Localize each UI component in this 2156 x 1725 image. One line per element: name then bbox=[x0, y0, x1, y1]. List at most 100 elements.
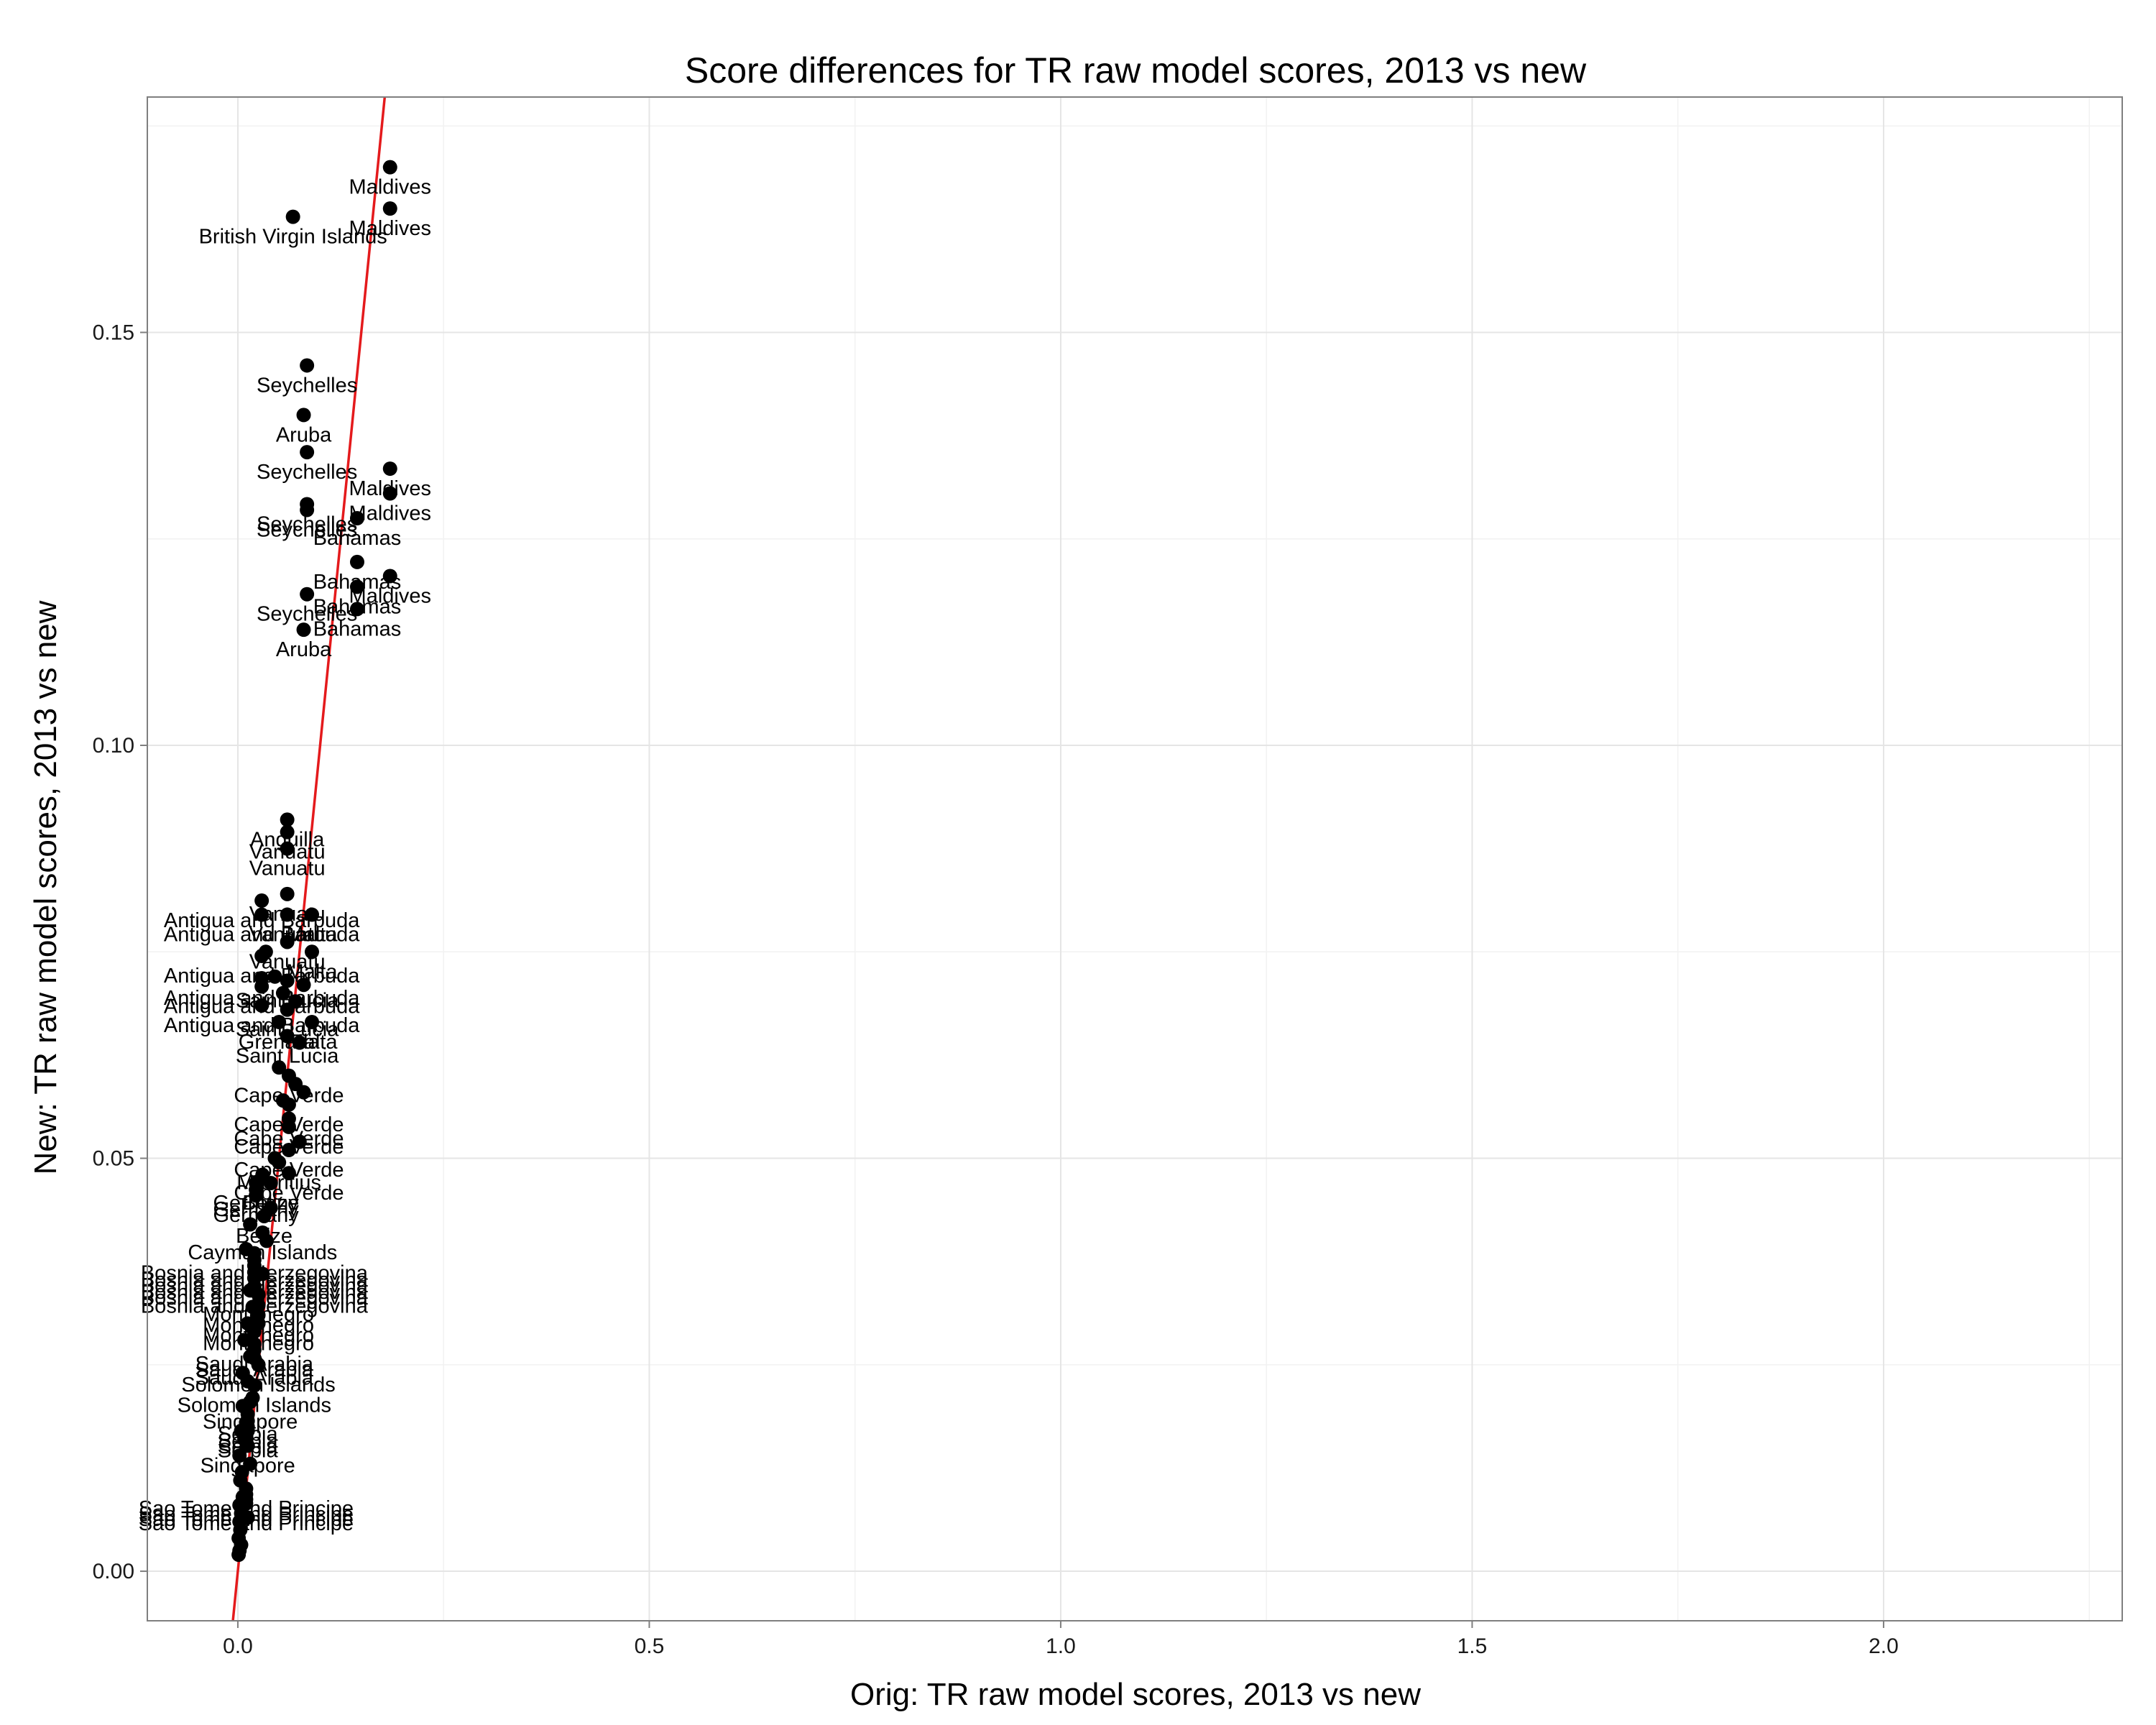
point-label: Antigua and Barbuda bbox=[164, 1014, 360, 1037]
data-point bbox=[247, 1324, 262, 1339]
data-point bbox=[382, 569, 397, 584]
point-label: Bosnia and Herzegovina bbox=[141, 1269, 369, 1292]
data-point bbox=[267, 1151, 282, 1166]
data-point bbox=[255, 1266, 270, 1282]
panel-background bbox=[147, 97, 2122, 1621]
x-axis-title: Orig: TR raw model scores, 2013 vs new bbox=[850, 1677, 1421, 1712]
x-tick-label: 0.5 bbox=[635, 1634, 665, 1658]
data-point bbox=[231, 1547, 247, 1563]
point-label: Maldives bbox=[349, 217, 431, 240]
point-label: Bahamas bbox=[313, 571, 402, 594]
data-point bbox=[288, 994, 303, 1009]
data-point bbox=[305, 944, 319, 960]
data-point bbox=[305, 907, 319, 922]
data-point bbox=[292, 1134, 307, 1149]
data-point bbox=[254, 893, 270, 908]
point-label: Vanuatu bbox=[249, 903, 326, 926]
data-point bbox=[267, 969, 282, 984]
point-label: Seychelles bbox=[257, 519, 357, 542]
data-point bbox=[382, 160, 397, 175]
data-point bbox=[280, 934, 295, 949]
point-label: Vanuatu bbox=[249, 924, 326, 947]
data-point bbox=[280, 907, 295, 922]
point-label: Saudi Arabia bbox=[195, 1358, 314, 1381]
point-label: Sao Tome and Principe bbox=[139, 1512, 354, 1535]
point-label: Montenegro bbox=[203, 1332, 314, 1355]
data-point bbox=[259, 1233, 275, 1248]
data-point bbox=[349, 602, 364, 617]
major-gridlines bbox=[147, 97, 2122, 1621]
data-point bbox=[243, 1349, 258, 1364]
data-point bbox=[249, 1188, 264, 1203]
point-label: Mauritius bbox=[236, 1171, 321, 1194]
point-label: Germany bbox=[213, 1198, 300, 1221]
point-label: Grenada bbox=[239, 1031, 321, 1054]
x-tick-label: 1.0 bbox=[1046, 1634, 1076, 1658]
point-label: Bahamas bbox=[313, 617, 402, 640]
data-point bbox=[254, 907, 270, 922]
point-label: Bosnia and Herzegovina bbox=[141, 1287, 369, 1310]
point-label: Cape Verde bbox=[234, 1085, 344, 1108]
point-label: Bahamas bbox=[313, 595, 402, 618]
point-label: Malta bbox=[287, 1031, 338, 1054]
data-point bbox=[280, 973, 295, 988]
point-label: Maldives bbox=[349, 584, 431, 607]
data-point bbox=[240, 1510, 255, 1525]
point-label: Sao Tome and Principe bbox=[139, 1503, 354, 1526]
point-label: Cape Verde bbox=[234, 1113, 344, 1136]
data-point bbox=[296, 622, 311, 638]
point-label: Saudi Arabia bbox=[195, 1367, 314, 1390]
y-tick-label: 0.15 bbox=[93, 321, 134, 344]
data-point bbox=[245, 1390, 260, 1405]
point-label: Maldives bbox=[349, 176, 431, 199]
data-point bbox=[280, 824, 295, 840]
point-label: Malta bbox=[287, 924, 338, 947]
point-label: Vanuatu bbox=[249, 841, 326, 864]
point-label: Cape Verde bbox=[234, 1159, 344, 1182]
point-label: Montenegro bbox=[203, 1324, 314, 1347]
data-point bbox=[281, 1166, 296, 1181]
point-label: Anguilla bbox=[250, 828, 325, 851]
point-label: Solomon Islands bbox=[181, 1374, 335, 1397]
point-label: Antigua and Barbuda bbox=[164, 965, 360, 988]
data-point bbox=[296, 978, 311, 993]
y-axis-title: New: TR raw model scores, 2013 vs new bbox=[28, 600, 63, 1174]
point-label: Bosnia and Herzegovina bbox=[141, 1295, 369, 1318]
data-point bbox=[281, 1119, 296, 1134]
x-tick-label: 0.0 bbox=[223, 1634, 253, 1658]
data-point bbox=[280, 886, 295, 901]
point-label: Belize bbox=[236, 1225, 292, 1248]
data-points bbox=[231, 160, 397, 1563]
data-point bbox=[280, 812, 295, 827]
point-label: Seychelles bbox=[257, 603, 357, 626]
point-label: Seychelles bbox=[257, 461, 357, 484]
point-label: Serbia bbox=[218, 1423, 279, 1446]
point-label: Saudi Arabia bbox=[195, 1353, 314, 1376]
data-point bbox=[254, 998, 270, 1013]
y-tick-label: 0.05 bbox=[93, 1147, 134, 1171]
chart-title: Score differences for TR raw model score… bbox=[685, 50, 1587, 91]
point-label: Antigua and Barbuda bbox=[164, 987, 360, 1010]
data-point bbox=[300, 502, 315, 518]
point-label: Montenegro bbox=[203, 1314, 314, 1337]
data-point bbox=[349, 579, 364, 594]
point-label: Maldives bbox=[349, 477, 431, 500]
point-label: Bosnia and Herzegovina bbox=[141, 1274, 369, 1297]
point-label: Cape Verde bbox=[234, 1136, 344, 1159]
point-label: Vanuatu bbox=[249, 857, 326, 880]
point-label: Saint Lucia bbox=[236, 1018, 339, 1041]
data-point bbox=[296, 408, 311, 423]
data-point bbox=[300, 586, 315, 602]
data-point bbox=[280, 841, 295, 856]
data-point bbox=[240, 1374, 255, 1389]
data-point bbox=[275, 985, 290, 1000]
x-tick-label: 2.0 bbox=[1869, 1634, 1899, 1658]
y-axis-ticks: 0.00 0.05 0.10 0.15 bbox=[93, 321, 147, 1583]
point-label: Antigua and Barbuda bbox=[164, 909, 360, 932]
point-label: Bosnia and Herzegovina bbox=[141, 1281, 369, 1304]
point-label: Montenegro bbox=[203, 1303, 314, 1326]
point-label: Cape Verde bbox=[234, 1182, 344, 1205]
point-label: Bahamas bbox=[313, 527, 402, 550]
